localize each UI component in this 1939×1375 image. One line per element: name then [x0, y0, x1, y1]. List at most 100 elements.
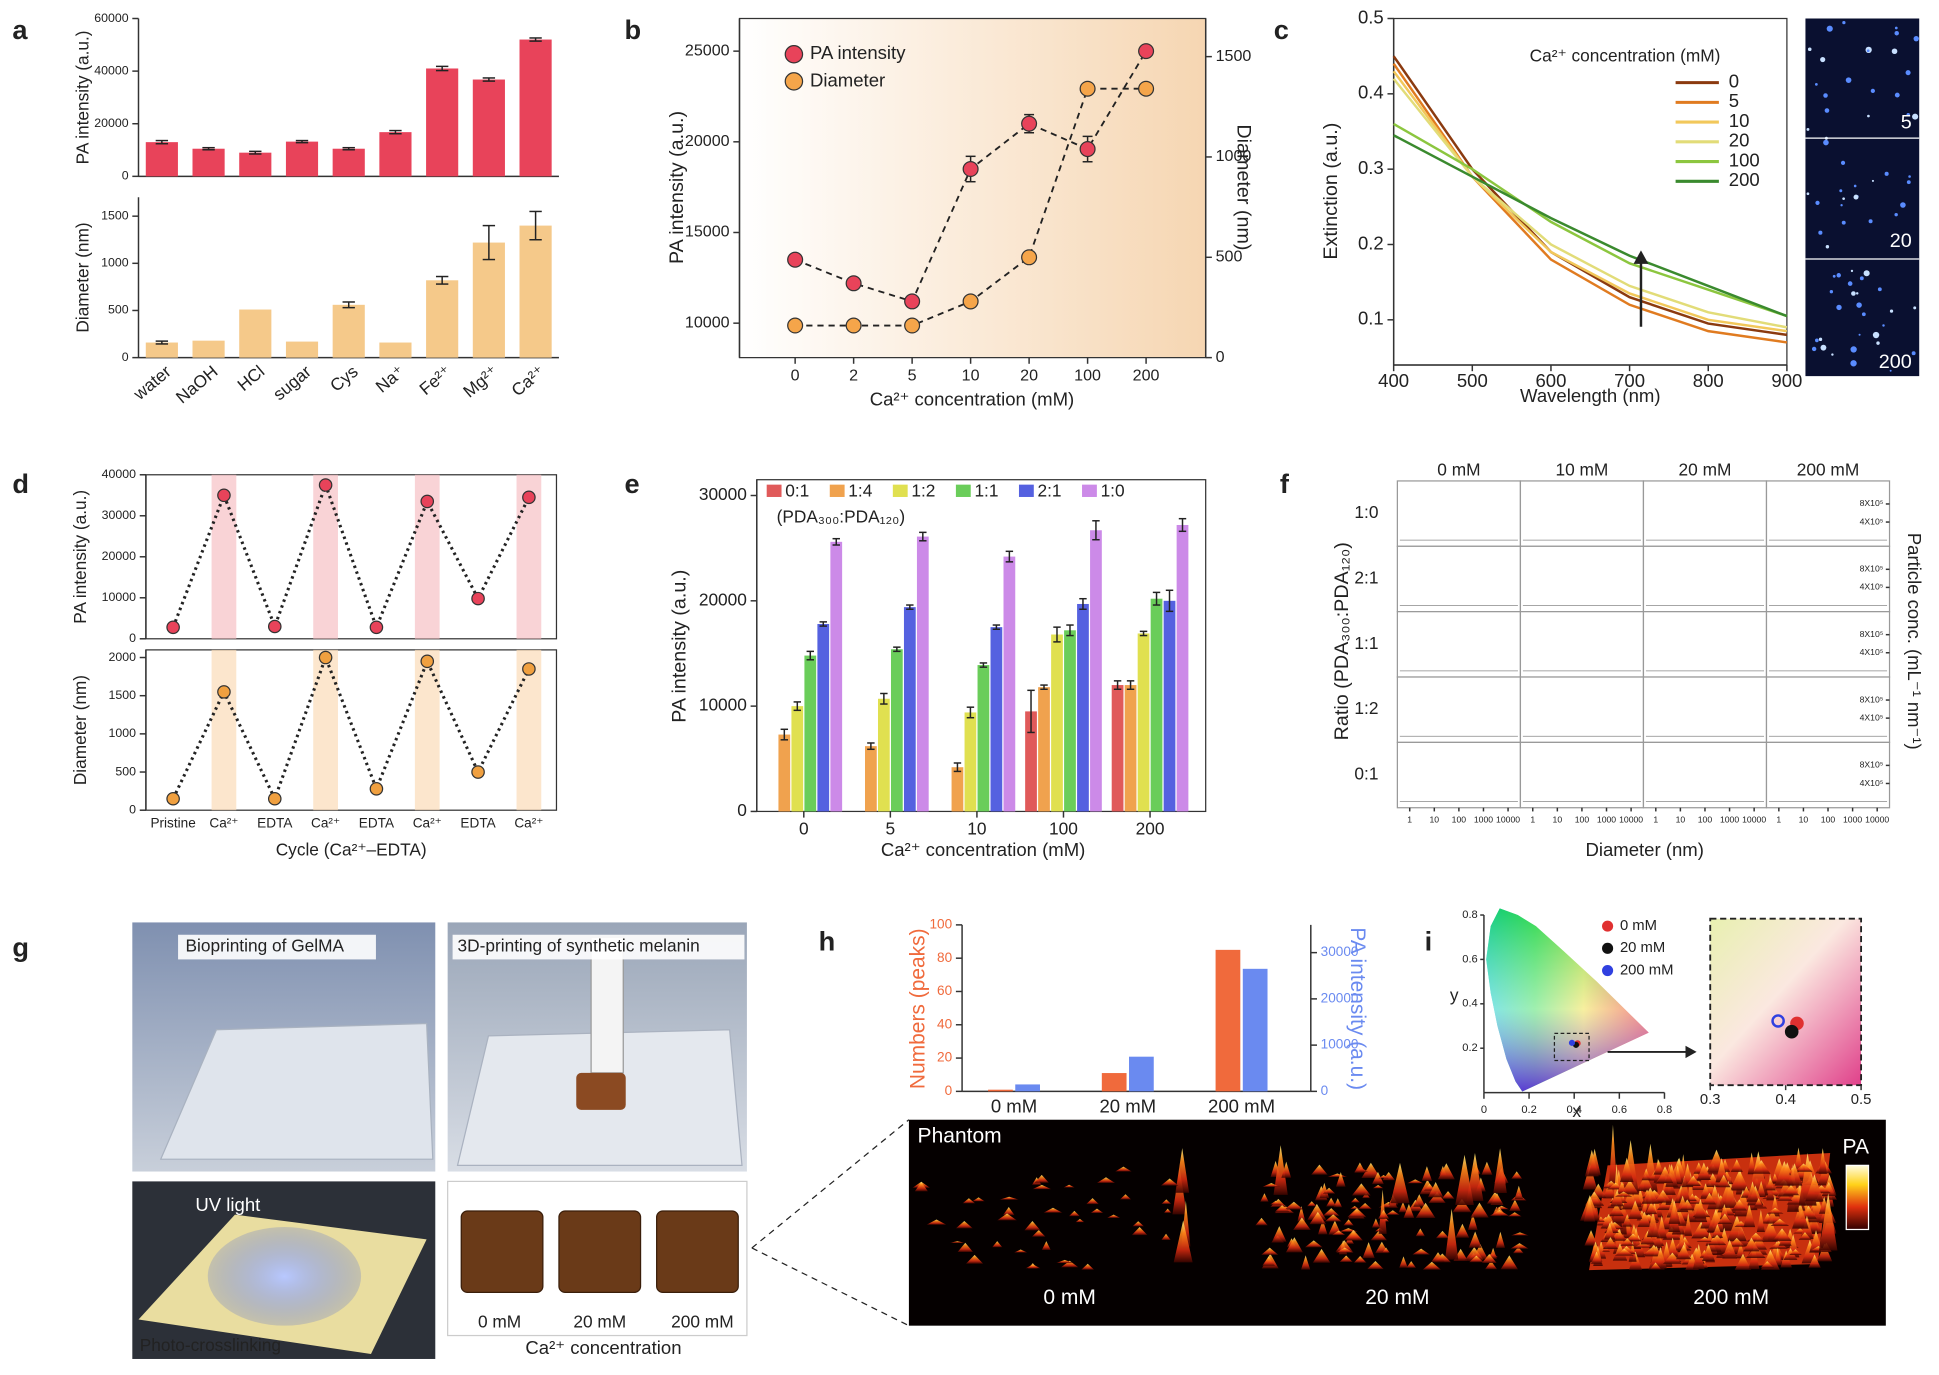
pa-peak	[1390, 1162, 1410, 1204]
bar	[778, 734, 791, 812]
panel-letter: c	[1274, 14, 1289, 45]
x-tick-label: EDTA	[460, 815, 496, 830]
pa-peak	[1485, 1260, 1498, 1270]
pa-peak	[1773, 1247, 1782, 1266]
pa-peak	[1615, 1191, 1633, 1197]
pa-peak	[1746, 1181, 1759, 1202]
marker	[166, 791, 180, 806]
particle	[1818, 230, 1823, 235]
pa-peak	[1403, 1203, 1415, 1218]
pa-peak	[914, 1181, 928, 1192]
pa-peak	[1272, 1226, 1287, 1242]
pa-peak	[1322, 1187, 1336, 1194]
bar	[519, 39, 552, 177]
legend-swatch	[955, 484, 971, 497]
pa-peak	[1756, 1209, 1765, 1233]
cell	[1396, 545, 1522, 613]
pa-peak	[1489, 1209, 1510, 1216]
y-tick-label: 0.4	[1358, 82, 1384, 103]
pa-peak	[965, 1254, 984, 1264]
particle	[1847, 281, 1853, 286]
pa-peak	[1608, 1124, 1618, 1188]
pa-peak	[1377, 1209, 1390, 1219]
pa-peak	[1014, 1249, 1028, 1253]
pa-peak	[1772, 1228, 1792, 1241]
pa-peak	[1469, 1255, 1484, 1263]
pa-peak	[1640, 1231, 1655, 1245]
row-label: 0:1	[1354, 764, 1378, 784]
y-tick-label: 20000	[1321, 990, 1359, 1005]
pa-peak	[1445, 1208, 1459, 1260]
bar	[804, 655, 817, 812]
particle	[1884, 171, 1889, 176]
x-tick-label: 100	[1452, 814, 1467, 824]
pa-peak	[1041, 1241, 1051, 1251]
particle	[1867, 114, 1870, 118]
pa-peak	[1818, 1193, 1838, 1251]
pa-peak	[1060, 1260, 1079, 1268]
bar	[1150, 598, 1163, 812]
x-tick-label: Cys	[326, 361, 362, 396]
pa-peak	[1609, 1203, 1624, 1217]
y-tick-label: 20000	[94, 116, 128, 130]
y-tick-label: 30000	[102, 508, 136, 522]
particle	[1913, 36, 1919, 42]
column-label: 0 mM	[1437, 460, 1480, 480]
particle	[1823, 93, 1828, 98]
y-tick-label: 40000	[94, 63, 128, 77]
bar	[379, 342, 412, 358]
sample	[558, 1210, 642, 1293]
pa-peak	[957, 1242, 973, 1253]
pa-peak	[1427, 1182, 1444, 1198]
pa-peak	[1371, 1218, 1380, 1228]
x-tick-label: 400	[1378, 370, 1409, 391]
pa-peak	[1731, 1199, 1747, 1211]
particle	[1845, 77, 1852, 83]
pa-peak	[1173, 1220, 1193, 1263]
pa-peak	[1421, 1166, 1433, 1181]
particle	[1866, 49, 1870, 53]
y-tick-label: 100	[929, 916, 952, 931]
panel-letter: d	[12, 468, 29, 499]
particle	[1853, 194, 1859, 200]
y-axis-label: Ratio (PDA₃₀₀:PDA₁₂₀)	[1331, 542, 1353, 740]
x-tick-label: 1	[1530, 814, 1535, 824]
pa-peak	[1707, 1209, 1725, 1232]
pa-peak	[1322, 1208, 1340, 1216]
pa-peak	[926, 1219, 947, 1225]
x-tick-label: 600	[1535, 370, 1566, 391]
pa-peak	[1378, 1175, 1389, 1179]
marker	[318, 650, 333, 665]
colorbar	[1845, 1164, 1870, 1231]
legend-marker	[1602, 920, 1614, 932]
pa-peak	[1511, 1232, 1529, 1236]
legend-label: PA intensity	[810, 42, 906, 63]
bar	[1077, 603, 1089, 812]
pa-peak	[1262, 1256, 1275, 1266]
pa-peak	[1255, 1217, 1268, 1226]
y-axis-label: Diameter (nm)	[73, 222, 93, 332]
particle	[1829, 290, 1834, 294]
pa-peak	[1684, 1212, 1693, 1236]
panel-letter: a	[12, 14, 28, 45]
cell	[1765, 545, 1891, 613]
pa-peak	[1777, 1192, 1793, 1201]
bar	[1124, 685, 1137, 812]
pa-peak	[1798, 1232, 1812, 1240]
pa-peak	[1760, 1261, 1775, 1268]
x-tick-label: 0	[791, 366, 800, 384]
bar	[332, 304, 365, 358]
x-tick-label: 1000	[1720, 814, 1739, 824]
pa-peak	[1754, 1198, 1763, 1207]
x-tick-label: 0.4	[1566, 1104, 1581, 1116]
bar	[990, 627, 1003, 812]
pa-peak	[1386, 1210, 1400, 1215]
particle	[1850, 346, 1857, 353]
bar	[977, 665, 990, 812]
zoom-box	[1709, 917, 1863, 1087]
cell	[1519, 545, 1645, 613]
pa-peak	[1656, 1215, 1667, 1239]
x-tick-label: 0 mM	[991, 1095, 1037, 1116]
pa-peak	[1468, 1213, 1478, 1231]
pa-peak	[1591, 1251, 1603, 1264]
